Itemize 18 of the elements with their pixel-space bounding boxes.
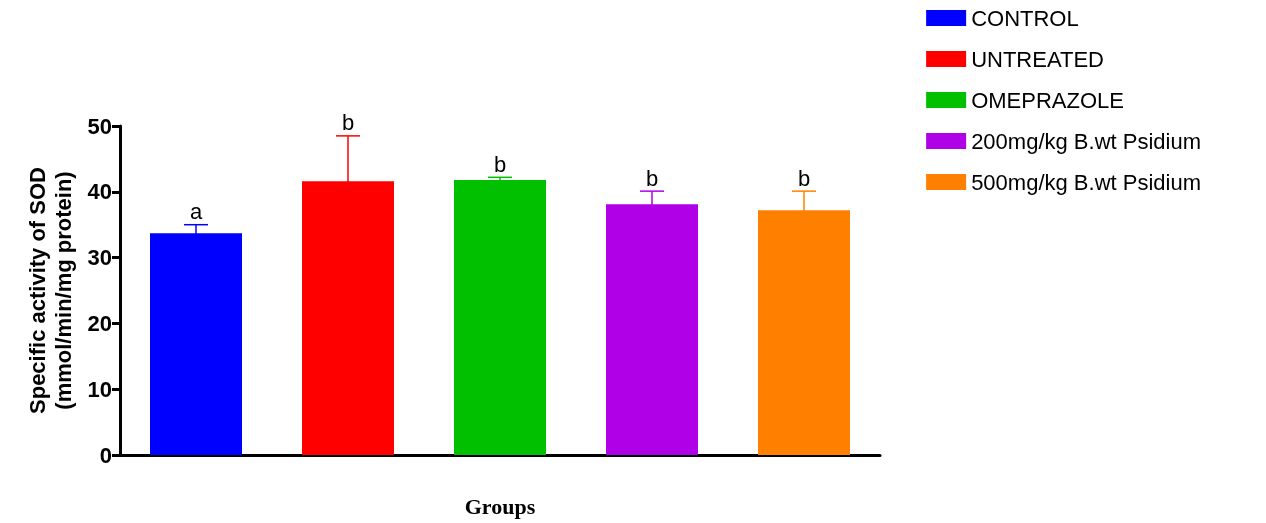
legend-label: OMEPRAZOLE [971, 87, 1124, 113]
y-tick-label: 50 [87, 113, 112, 139]
legend-label: UNTREATED [971, 46, 1104, 72]
data-label: a [189, 199, 203, 225]
x-axis-title: Groups [464, 493, 536, 519]
data-label: b [493, 151, 507, 177]
data-label: b [645, 165, 659, 191]
data-label: b [341, 110, 355, 136]
legend-label: 200mg/kg B.wt Psidium [971, 128, 1201, 154]
y-tick-label: 40 [87, 179, 112, 205]
data-label: b [797, 165, 811, 191]
legend-label: CONTROL [971, 5, 1079, 31]
y-tick-label: 20 [87, 310, 112, 336]
y-tick-label: 0 [99, 442, 112, 468]
legend-label: 500mg/kg B.wt Psidium [971, 169, 1201, 195]
y-tick-label: 10 [87, 376, 112, 402]
y-axis-title: Specific activity of SOD (mmol/min/mg protein) [25, 167, 77, 414]
y-tick-label: 30 [87, 245, 112, 271]
